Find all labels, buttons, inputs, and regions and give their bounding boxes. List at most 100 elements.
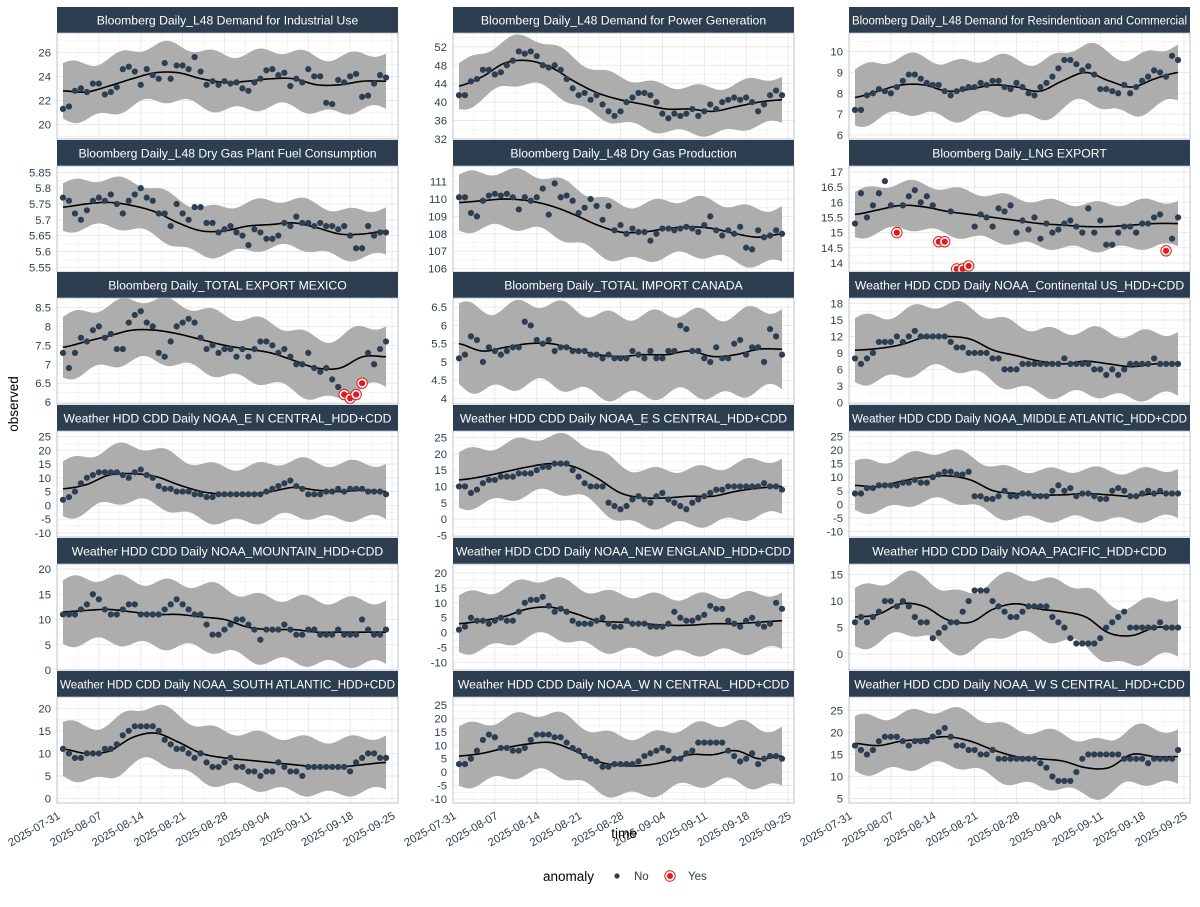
data-point [695,739,702,746]
data-point [587,96,594,103]
data-point [323,364,330,372]
data-point [1079,640,1086,647]
data-point [269,342,276,349]
y-tick-label: 5.65 [29,231,51,243]
data-point [101,606,108,613]
panel-border [848,430,1191,538]
data-point [1085,640,1092,647]
data-point [467,755,475,762]
data-point [719,99,726,106]
data-point [455,760,463,768]
data-point [131,469,138,476]
data-point [689,225,696,232]
panel-title: Weather HDD CDD Daily NOAA_E S CENTRAL_H… [460,412,787,426]
data-point [701,493,708,500]
data-point [671,499,678,506]
data-point [653,747,660,754]
data-point [1127,755,1134,762]
data-point [1139,77,1146,84]
data-point [515,608,522,615]
data-point [947,468,954,475]
data-point [905,193,912,200]
data-point [599,101,606,108]
data-point [1168,235,1176,242]
y-tick-label: 6 [837,130,843,142]
data-point [911,613,918,621]
data-point [317,73,324,80]
panel-1: Bloomberg Daily_L48 Demand for Industria… [38,7,399,140]
data-point [281,480,288,487]
panel-title: Bloomberg Daily_L48 Dry Gas Production [510,147,736,161]
data-point [1097,495,1104,503]
data-point [473,336,481,344]
data-point [923,738,930,745]
data-point [203,346,210,353]
data-point [641,496,648,503]
data-point [191,754,198,761]
data-point [215,631,222,638]
data-point [1127,493,1134,500]
data-point [161,210,168,217]
data-point [755,227,762,234]
data-point [149,474,156,481]
legend-yes-swatch [667,873,673,879]
data-point [749,750,756,757]
data-point [731,752,738,760]
data-point [713,739,720,746]
y-tick-label: 109 [428,211,447,223]
data-point [623,355,630,362]
y-tick-label: 20 [830,727,843,739]
data-point [1103,241,1110,248]
data-point [557,66,564,73]
data-point [766,232,774,239]
data-point [893,83,900,91]
data-point [617,760,624,768]
data-point [1001,755,1008,762]
data-point [1168,52,1176,59]
y-tick-label: -5 [437,781,447,793]
y-tick-label: 10 [830,47,843,59]
y-tick-label: 5.5 [431,339,447,351]
data-point [869,746,877,754]
y-tick-label: 6 [441,320,447,332]
data-point [467,209,475,217]
data-point [461,194,469,201]
data-point [467,489,475,497]
data-point [1067,56,1074,64]
data-point [509,194,516,201]
data-point [233,353,240,360]
data-point [593,92,600,99]
data-point [167,75,174,82]
confidence-band [62,442,387,525]
panel-strip [849,538,1190,564]
y-tick-label: 7 [837,109,843,121]
data-point [677,322,684,329]
data-point [191,319,198,326]
data-point [677,502,684,510]
y-tick-label: 10 [434,740,447,752]
data-point [1055,777,1062,785]
data-point [376,754,384,761]
data-point [635,493,642,500]
data-point [527,736,534,744]
data-point [971,587,978,594]
data-point [719,232,726,239]
legend-yes-label: Yes [688,871,707,883]
data-point [1162,624,1170,631]
data-point [689,105,696,113]
data-point [995,493,1002,500]
data-point [1037,760,1044,767]
data-point [245,768,252,775]
data-point [575,473,582,480]
data-point [509,344,516,351]
data-point [995,205,1002,212]
data-point [659,110,666,117]
panel-strip [57,538,398,564]
data-point [1133,624,1140,631]
data-point [905,333,912,340]
data-point [965,349,972,357]
data-point [665,225,672,232]
data-point [671,110,678,117]
data-point [376,72,384,79]
data-point [743,351,750,358]
